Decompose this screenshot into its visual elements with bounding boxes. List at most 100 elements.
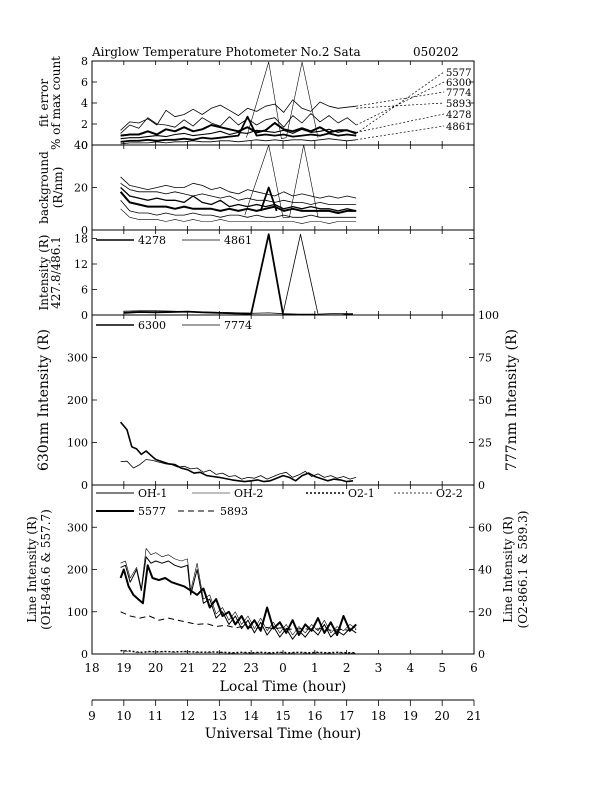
local-time-tick-label: 1 [311,661,319,675]
y-axis-label-2: (R/nm) [51,167,65,209]
local-time-tick-label: 6 [470,661,478,675]
ut-tick-label: 20 [435,709,450,723]
chart-title: Airglow Temperature Photometer No.2 Sata [91,45,361,59]
y-right-tick-label: 60 [478,521,492,534]
local-time-tick-label: 19 [116,661,131,675]
local-time-tick-label: 2 [343,661,351,675]
series-line-6300 [120,113,357,134]
y-axis-label-2: 427.8/486.1 [49,236,63,309]
ut-tick-label: 15 [275,709,290,723]
y-tick-label: 300 [67,352,88,365]
y-tick-label: 40 [74,139,88,152]
y-right-tick-label: 40 [478,564,492,577]
legend: OH-1 OH-2 O2-1 O2-2 5577 5893 [96,487,463,518]
y-right-tick-label: 50 [478,394,492,407]
ut-tick-label: 19 [403,709,418,723]
series-line-7774 [120,459,357,480]
panel-fit_error: 0 2 4 6 8 fit error% of max count 557763007774… [37,55,475,152]
legend-label-4278: 4278 [446,110,471,121]
series-group [119,421,357,483]
y-tick-label: 0 [81,309,88,322]
series-line-5577 [119,564,357,636]
y-right-axis-label-2: (O2-866.1 & 589.3) [516,511,530,629]
local-time-tick-label: 18 [84,661,99,675]
ut-tick-label: 9 [88,709,96,723]
chart-date: 050202 [413,45,459,59]
y-tick-label: 20 [74,182,88,195]
y-tick-label: 200 [67,394,88,407]
legend-label-OH-2: OH-2 [234,487,263,500]
series-group [119,548,357,654]
series-group [119,145,357,224]
series-line-5577 [120,122,357,137]
ut-axis-label: Universal Time (hour) [205,726,362,742]
panel-intensity_blue: 0 6 12 18 Intensity (R)427.8/486.1 4278 4861 [37,229,475,322]
y-axis-label-2: (OH-846.6 & 557.7) [39,509,53,630]
legend-leader-4861 [356,125,445,141]
panel-background: 0 20 40 background (R/nm) [37,139,475,237]
y-tick-label: 6 [81,284,88,297]
y-right-tick-label: 20 [478,606,492,619]
y-axis-label: background [37,151,51,224]
y-tick-label: 0 [81,648,88,661]
local-time-tick-label: 21 [180,661,195,675]
ut-tick-label: 11 [148,709,163,723]
y-tick-label: 0 [81,139,88,152]
legend-label-5577: 5577 [446,68,471,79]
legend-label-O2-2: O2-2 [436,487,463,500]
y-tick-label: 8 [81,55,88,68]
y-axis-label: Intensity (R) [37,235,51,311]
legend: 4278 4861 [96,234,252,247]
series-line [244,145,319,218]
series-line [246,61,319,139]
ut-tick-label: 17 [339,709,354,723]
legend-label-O2-1: O2-1 [348,487,375,500]
y-axis-label: Line Intensity (R) [25,516,39,622]
series-line-7774 [120,99,357,131]
y-tick-label: 200 [67,564,88,577]
y-axis-label-2: % of max count [49,56,63,150]
series-line-5893 [120,611,357,631]
ut-tick-label: 18 [371,709,386,723]
y-tick-label: 2 [81,118,88,131]
ut-tick-label: 21 [466,709,481,723]
y-tick-label: 0 [81,479,88,492]
legend-leader-7774 [356,91,445,107]
legend: 6300 7774 [96,319,252,332]
panel-intensity_630_777: 0 100 200 300 0 25 50 75 100 630nm Intensity (R) 7… [36,309,520,492]
series-line-6300 [119,421,354,483]
plot-frame [91,314,475,486]
local-time-tick-label: 4 [407,661,415,675]
ut-tick-label: 13 [212,709,227,723]
series-line-4278 [120,115,357,143]
y-tick-label: 0 [81,224,88,237]
series-line [120,200,357,218]
y-right-tick-label: 0 [478,479,485,492]
y-tick-label: 300 [67,521,88,534]
series-line-4861 [123,233,353,315]
legend-label-5577: 5577 [138,505,166,518]
y-right-axis-label: 777nm Intensity (R) [504,329,520,471]
ut-tick-label: 16 [307,709,322,723]
series-line [120,176,357,199]
y-tick-label: 12 [74,258,88,271]
ut-tick-label: 14 [244,709,260,723]
legend-label-5893: 5893 [220,505,248,518]
y-tick-label: 6 [81,76,88,89]
local-time-tick-label: 23 [244,661,259,675]
y-right-tick-label: 75 [478,352,492,365]
series-group [120,61,357,145]
y-right-tick-label: 100 [478,309,499,322]
legend-leader-4278 [356,113,445,133]
legend-leader-6300 [356,81,445,126]
legend-label-4861: 4861 [224,234,252,247]
series-line [120,208,357,224]
ut-tick-label: 10 [116,709,131,723]
local-time-axis-label: Local Time (hour) [220,679,347,695]
legend-label-7774: 7774 [224,319,252,332]
legend-label-6300: 6300 [138,319,166,332]
local-time-tick-label: 5 [438,661,446,675]
legend-label-7774: 7774 [446,88,471,99]
legend-leader-5893 [356,102,445,109]
local-time-tick-label: 22 [212,661,227,675]
